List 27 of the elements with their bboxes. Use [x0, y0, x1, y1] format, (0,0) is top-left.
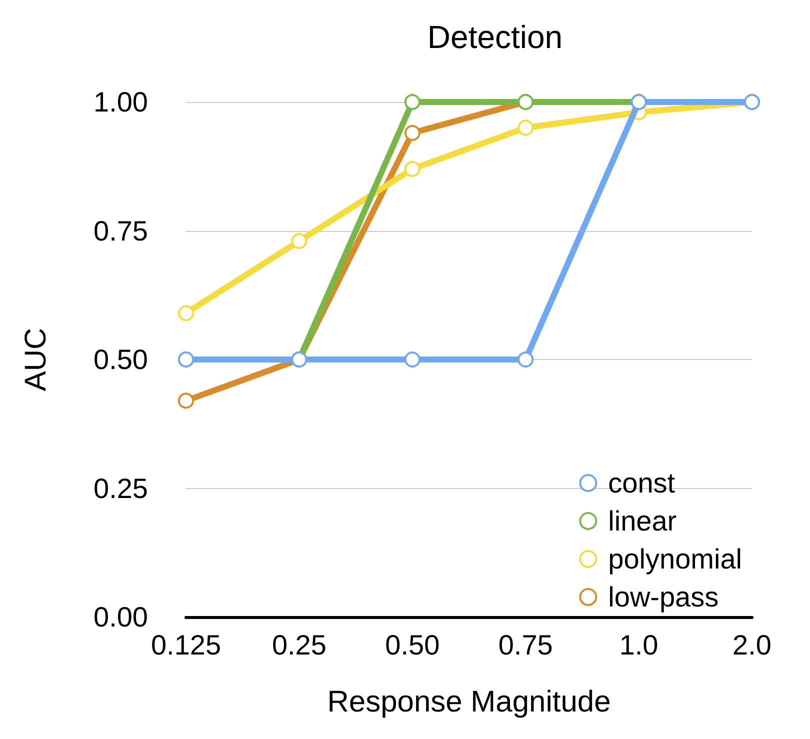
legend-label: linear — [608, 506, 677, 536]
point — [404, 160, 420, 177]
x-tick-label: 0.50 — [385, 630, 440, 660]
y-tick-label: 0.75 — [94, 215, 148, 246]
legend-label: const — [608, 468, 676, 498]
y-tick-label: 0.50 — [94, 344, 148, 375]
x-tick-label: 2.0 — [732, 630, 772, 660]
point — [404, 352, 420, 368]
chart-title: Detection — [427, 19, 563, 55]
y-tick-label: 1.00 — [94, 86, 148, 118]
point — [178, 305, 194, 322]
y-tick-label: 0.25 — [94, 472, 148, 504]
x-tick-label: 1.0 — [619, 630, 658, 660]
x-axis-title: Response Magnitude — [327, 686, 611, 718]
x-tick-label: 0.125 — [150, 630, 222, 660]
point — [178, 392, 194, 409]
y-tick-label: 0.00 — [94, 602, 148, 632]
legend-label: polynomial — [608, 544, 742, 574]
point — [518, 120, 534, 136]
x-tick-label: 0.75 — [498, 630, 553, 660]
point — [404, 94, 420, 110]
x-tick-label: 0.25 — [272, 630, 326, 660]
legend-label: low-pass — [608, 582, 719, 612]
point — [291, 233, 308, 250]
point — [518, 352, 534, 368]
y-axis-title: AUC — [20, 328, 52, 392]
point — [404, 124, 420, 141]
